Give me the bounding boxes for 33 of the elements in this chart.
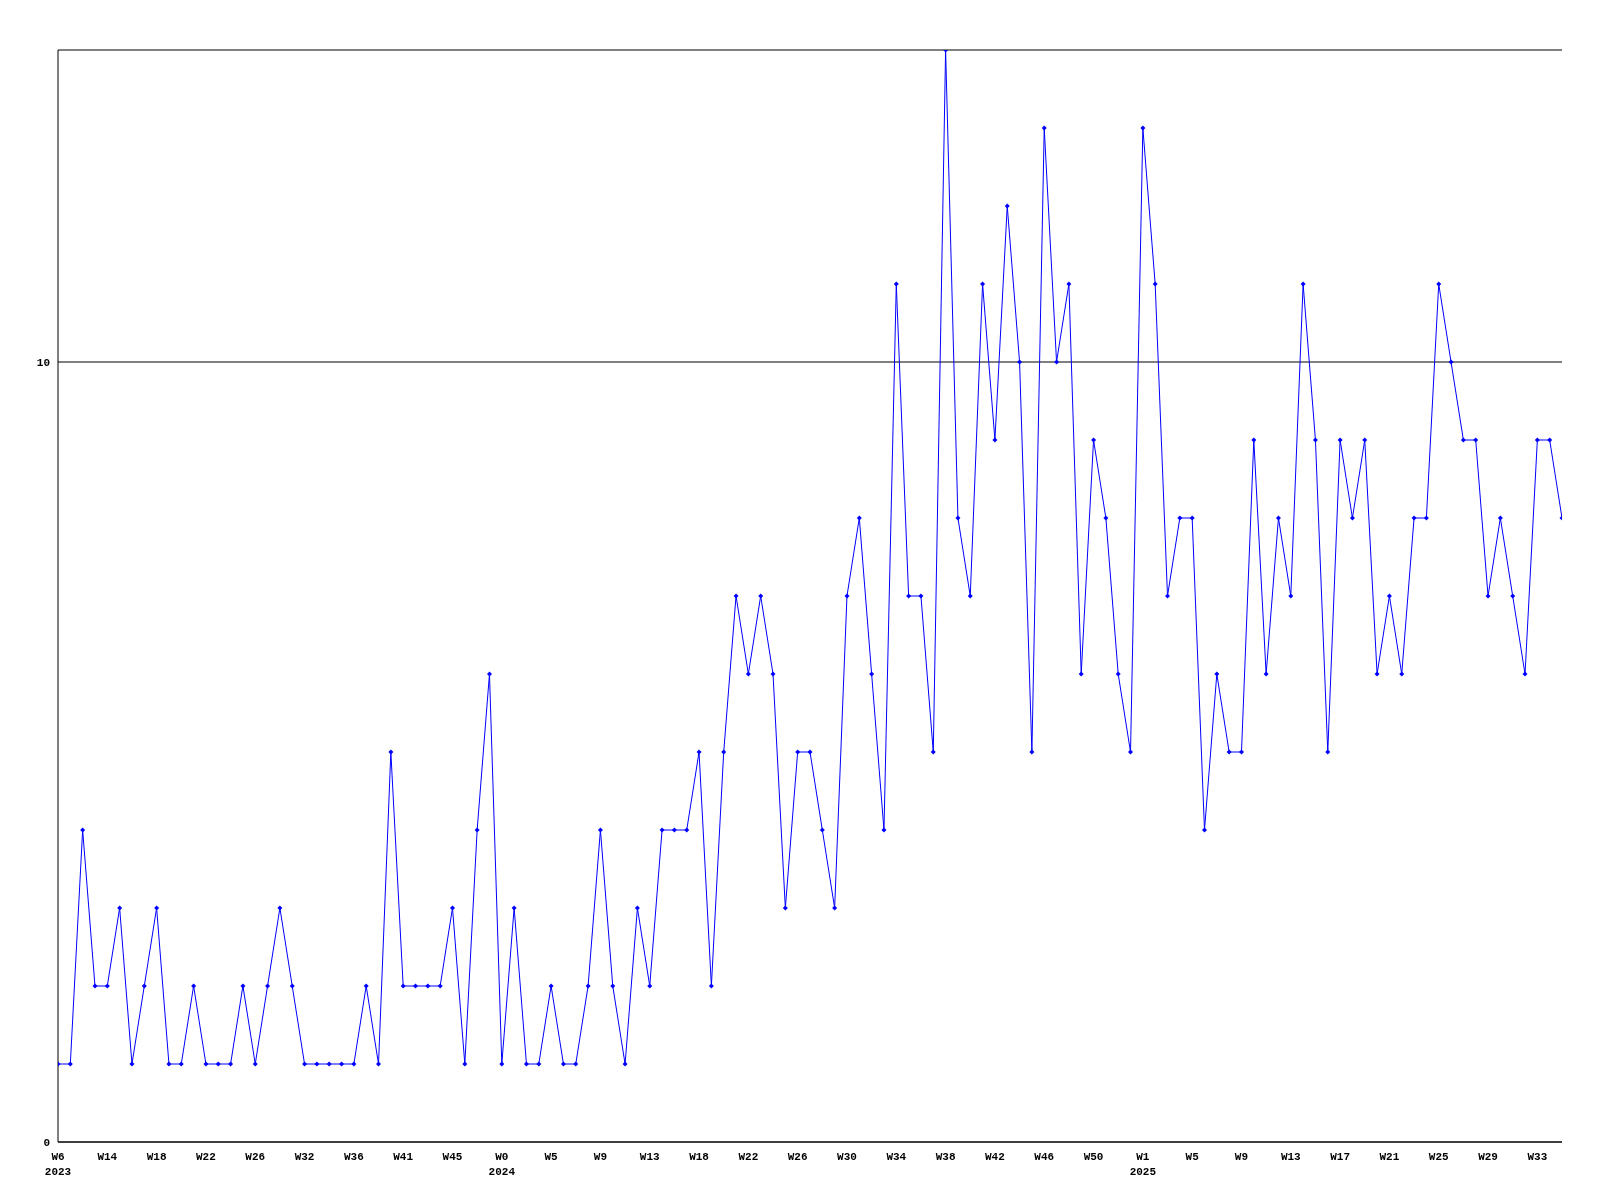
x-tick-label: W50 [1083, 1151, 1104, 1163]
x-tick-label: W5 [544, 1151, 559, 1163]
y-tick-label: 10 [36, 356, 50, 369]
x-tick-label: W42 [985, 1151, 1005, 1163]
x-tick-label: W38 [935, 1151, 956, 1163]
x-tick-label: W22 [196, 1151, 216, 1163]
x-tick-label: W5 [1185, 1151, 1200, 1163]
x-tick-label: W17 [1330, 1151, 1350, 1163]
x-tick-label: W18 [689, 1151, 710, 1163]
x-tick-label: W30 [837, 1151, 857, 1163]
x-tick-label: W34 [886, 1151, 907, 1163]
x-tick-label: W1 2025 [1129, 1151, 1157, 1178]
x-tick-label: W9 [593, 1151, 608, 1163]
x-tick-label: W14 [97, 1151, 118, 1163]
x-tick-label: W46 [1034, 1151, 1055, 1163]
x-tick-label: W0 2024 [488, 1151, 516, 1178]
x-tick-label: W21 [1379, 1151, 1400, 1163]
x-tick-label: W22 [738, 1151, 759, 1163]
x-tick-label: W6 2023 [44, 1151, 72, 1178]
x-tick-label: W29 [1478, 1151, 1498, 1163]
x-tick-label: W45 [442, 1151, 463, 1163]
x-tick-label: W18 [146, 1151, 167, 1163]
x-tick-label: W36 [343, 1151, 364, 1163]
x-tick-label: W41 [393, 1151, 414, 1163]
x-tick-label: W26 [787, 1151, 808, 1163]
x-tick-label: W13 [1280, 1151, 1302, 1163]
x-tick-label: W25 [1428, 1151, 1450, 1163]
x-tick-label: W26 [245, 1151, 266, 1163]
x-tick-label: W33 [1527, 1151, 1548, 1163]
x-tick-label: W13 [639, 1151, 661, 1163]
x-tick-label: W9 [1234, 1151, 1249, 1163]
x-tick-label: W32 [294, 1151, 315, 1163]
y-tick-label: 0 [43, 1136, 50, 1149]
